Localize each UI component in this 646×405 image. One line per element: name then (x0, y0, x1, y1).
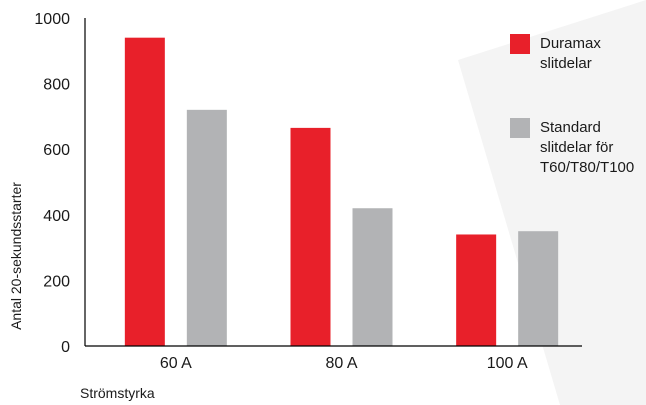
y-axis-title: Antal 20-sekundsstarter (8, 182, 24, 330)
legend-swatch-duramax (510, 34, 530, 54)
bar-duramax-1 (290, 127, 331, 346)
bar-standard-0 (186, 109, 227, 346)
bar-duramax-2 (456, 234, 497, 346)
legend-label: slitdelar för (540, 139, 613, 156)
legend: Duramax slitdelar Standard slitdelar för T60… (510, 34, 634, 176)
legend-label: Standard (540, 119, 601, 136)
x-tick-label: 100 A (487, 355, 528, 372)
y-tick-label: 600 (43, 142, 70, 159)
x-tick-labels: 60 A 80 A 100 A (160, 355, 528, 372)
y-tick-label: 400 (43, 208, 70, 225)
legend-label: T60/T80/T100 (540, 159, 634, 176)
y-tick-labels: 0 200 400 600 800 1000 (34, 11, 70, 356)
bar-duramax-0 (124, 37, 165, 347)
legend-swatch-standard (510, 118, 530, 138)
y-tick-label: 1000 (34, 11, 70, 28)
legend-label: Duramax (540, 35, 601, 52)
axes (84, 18, 582, 347)
bars-layer (124, 37, 559, 347)
y-tick-label: 0 (61, 339, 70, 356)
x-tick-label: 80 A (325, 355, 357, 372)
y-tick-label: 200 (43, 273, 70, 290)
bar-standard-1 (352, 208, 393, 346)
bar-standard-2 (518, 231, 559, 346)
x-tick-label: 60 A (160, 355, 192, 372)
legend-label: slitdelar (540, 55, 592, 72)
y-tick-label: 800 (43, 77, 70, 94)
background-wedge (458, 0, 646, 405)
x-axis-title: Strömstyrka (80, 385, 155, 401)
